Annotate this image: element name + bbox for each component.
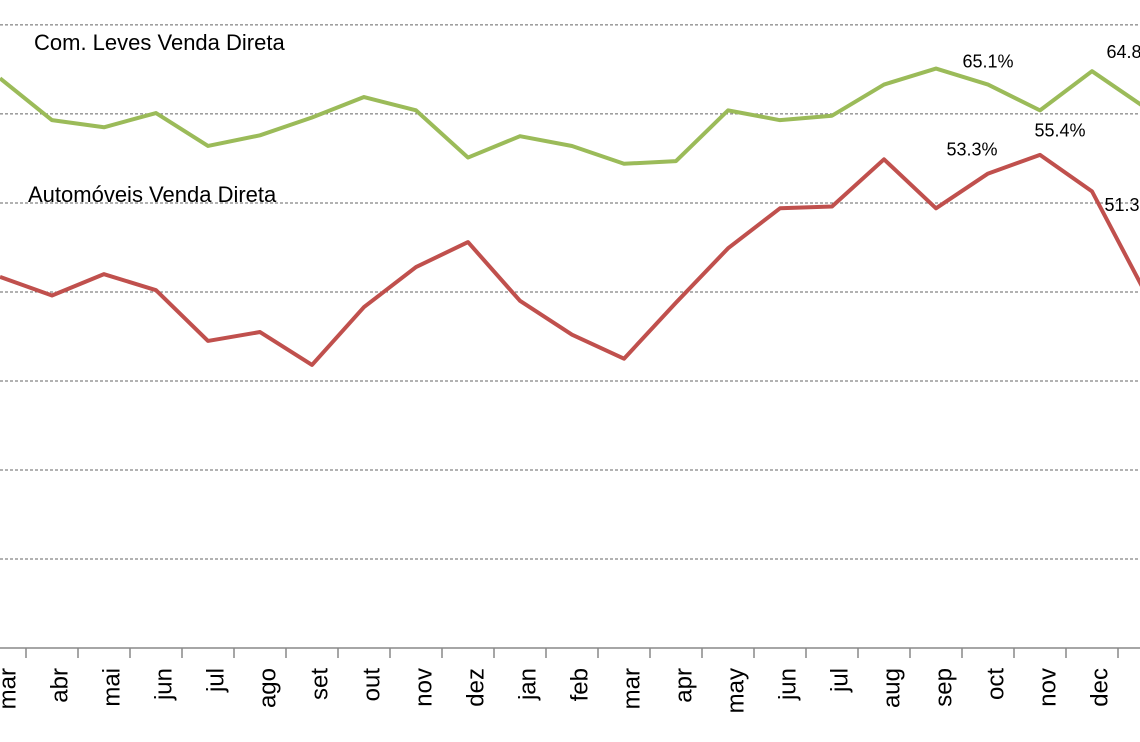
x-tick-label: aug	[878, 668, 905, 708]
x-tick-label: mar	[618, 668, 645, 709]
series-label: Automóveis Venda Direta	[28, 182, 277, 207]
series-line	[0, 66, 1140, 166]
x-tick-label: feb	[566, 668, 593, 701]
data-label: 55.4%	[1034, 121, 1085, 141]
x-tick-label: jul	[826, 668, 853, 693]
x-tick-label: may	[722, 668, 749, 713]
x-tick-label: oct	[982, 668, 1009, 700]
x-tick-label: jul	[202, 668, 229, 693]
x-tick-label: apr	[670, 668, 697, 703]
x-tick-label: jun	[774, 668, 801, 701]
x-tick-label: dec	[1086, 668, 1113, 707]
x-tick-label: set	[306, 668, 333, 700]
x-tick-label: mai	[98, 668, 125, 707]
x-tick-label: jan	[514, 668, 541, 701]
x-tick-label: dez	[462, 668, 489, 707]
x-tick-label: abr	[46, 668, 73, 703]
x-tick-label: mar	[0, 668, 21, 709]
x-tick-label: out	[358, 668, 385, 702]
x-tick-label: nov	[1034, 668, 1061, 707]
data-label: 65.1%	[962, 51, 1013, 71]
data-label: 51.3%	[1104, 195, 1140, 215]
x-tick-label: nov	[410, 668, 437, 707]
data-label: 53.3%	[946, 139, 997, 159]
series-line	[0, 152, 1140, 367]
series-label: Com. Leves Venda Direta	[34, 30, 285, 55]
x-tick-label: sep	[930, 668, 957, 707]
x-tick-label: ago	[254, 668, 281, 708]
data-label: 64.8%	[1106, 42, 1140, 62]
x-tick-label: jun	[150, 668, 177, 701]
